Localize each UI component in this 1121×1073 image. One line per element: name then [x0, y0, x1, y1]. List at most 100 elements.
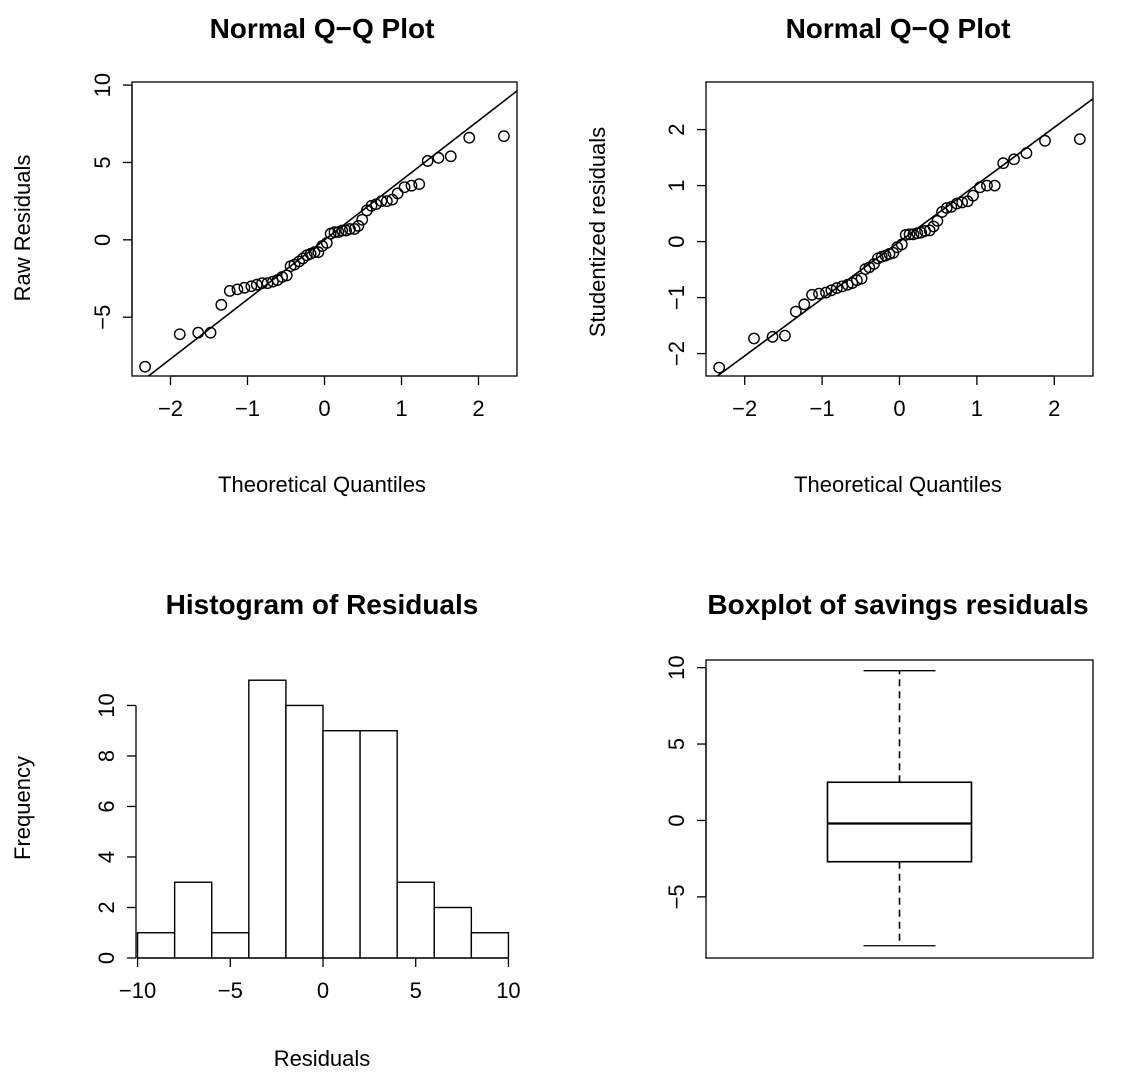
histogram-bar — [136, 932, 176, 959]
data-point — [940, 202, 953, 214]
plot-area: −10 −5 0 5 10 0 2 4 6 8 10 — [94, 679, 521, 1003]
x-tick-label: −5 — [218, 978, 243, 1003]
data-point — [974, 181, 986, 194]
data-point — [312, 246, 325, 259]
data-point — [293, 255, 305, 268]
y-axis-label: Frequency — [10, 756, 35, 860]
interquartile-box — [826, 781, 973, 863]
y-tick-label: 0 — [664, 814, 689, 826]
x-tick-label: −2 — [158, 396, 183, 421]
data-point — [405, 179, 418, 192]
y-axis-label: Studentized residuals — [585, 127, 610, 337]
histogram-residuals: Histogram of Residuals Residuals Frequen… — [10, 589, 521, 1071]
data-point — [328, 226, 341, 238]
data-point — [444, 150, 457, 163]
y-tick-label: 8 — [94, 750, 119, 762]
data-point — [748, 332, 760, 345]
histogram-bar — [470, 932, 510, 959]
x-tick-label: −2 — [732, 396, 757, 421]
x-tick-label: 2 — [1048, 396, 1060, 421]
qq-plot-studentized-residuals: Normal Q−Q Plot Theoretical Quantiles St… — [585, 13, 1094, 497]
data-point — [813, 287, 825, 300]
data-point — [779, 329, 791, 342]
data-point — [911, 227, 924, 240]
x-axis-label: Theoretical Quantiles — [218, 472, 426, 497]
data-point — [432, 151, 445, 164]
x-tick-label: 0 — [893, 396, 905, 421]
data-point — [215, 298, 228, 311]
data-point — [204, 326, 217, 339]
data-point — [713, 361, 726, 374]
data-point — [825, 284, 838, 297]
x-tick-label: 1 — [395, 396, 407, 421]
boxplot-residuals: Boxplot of savings residuals −5 0 5 10 — [664, 589, 1094, 959]
chart-title: Normal Q−Q Plot — [210, 13, 435, 44]
data-point — [950, 197, 963, 210]
histogram-bar — [248, 679, 287, 959]
data-point — [352, 220, 365, 232]
y-tick-label: −5 — [664, 884, 689, 909]
chart-title: Normal Q−Q Plot — [786, 13, 1011, 44]
y-tick-label: −2 — [664, 341, 689, 366]
y-tick-label: 10 — [94, 693, 119, 717]
data-point — [899, 228, 912, 241]
y-tick-label: 2 — [664, 123, 689, 135]
data-point — [1039, 134, 1051, 147]
x-tick-label: −1 — [810, 396, 835, 421]
data-point — [981, 179, 993, 192]
y-tick-label: 4 — [94, 851, 119, 863]
chart-title: Boxplot of savings residuals — [707, 589, 1088, 620]
data-point — [398, 181, 411, 194]
plot-frame — [705, 81, 1094, 377]
data-point — [967, 189, 979, 202]
y-tick-label: 6 — [94, 800, 119, 812]
qq-plot-raw-residuals: Normal Q−Q Plot Theoretical Quantiles Ra… — [10, 13, 518, 497]
y-tick-label: 2 — [94, 901, 119, 913]
qq-reference-line — [716, 98, 1093, 376]
x-tick-label: 0 — [317, 978, 329, 1003]
data-point — [391, 187, 404, 200]
data-point — [463, 131, 476, 144]
histogram-bar — [285, 704, 324, 959]
data-point — [336, 224, 349, 237]
x-tick-label: 1 — [971, 396, 983, 421]
y-tick-label: 1 — [664, 179, 689, 191]
data-point — [413, 178, 426, 191]
data-point — [1008, 153, 1020, 166]
plot-area: −2 −1 0 1 2 −2 −1 0 1 2 — [664, 81, 1094, 421]
data-point — [923, 224, 936, 237]
data-point — [820, 286, 832, 299]
data-point — [997, 157, 1010, 170]
data-point — [798, 298, 811, 311]
y-tick-label: 0 — [90, 234, 115, 246]
data-point — [223, 284, 236, 297]
x-axis-label: Theoretical Quantiles — [794, 472, 1002, 497]
data-point — [956, 196, 969, 209]
data-point — [498, 130, 510, 143]
x-tick-label: 0 — [318, 396, 330, 421]
y-tick-label: −5 — [90, 305, 115, 330]
x-tick-label: −1 — [235, 396, 260, 421]
x-axis-label: Residuals — [274, 1046, 371, 1071]
data-point — [931, 214, 944, 227]
x-tick-label: −10 — [119, 978, 156, 1003]
data-point — [988, 179, 1001, 192]
data-point — [1020, 147, 1033, 160]
data-point — [245, 280, 258, 293]
plot-area: −5 0 5 10 — [664, 655, 1094, 959]
data-point — [380, 195, 393, 208]
data-point — [806, 288, 818, 301]
histogram-bar — [173, 881, 213, 959]
y-tick-label: 5 — [90, 156, 115, 168]
plot-area: −2 −1 0 1 2 −5 0 5 10 — [90, 73, 518, 421]
histogram-bar — [359, 730, 398, 959]
data-point — [421, 155, 434, 167]
histogram-bar — [433, 906, 473, 959]
histogram-bar — [396, 881, 435, 959]
y-tick-label: −1 — [664, 285, 689, 310]
x-tick-label: 2 — [472, 396, 484, 421]
data-point — [139, 360, 151, 373]
x-tick-label: 5 — [410, 978, 422, 1003]
y-tick-label: 0 — [94, 952, 119, 964]
